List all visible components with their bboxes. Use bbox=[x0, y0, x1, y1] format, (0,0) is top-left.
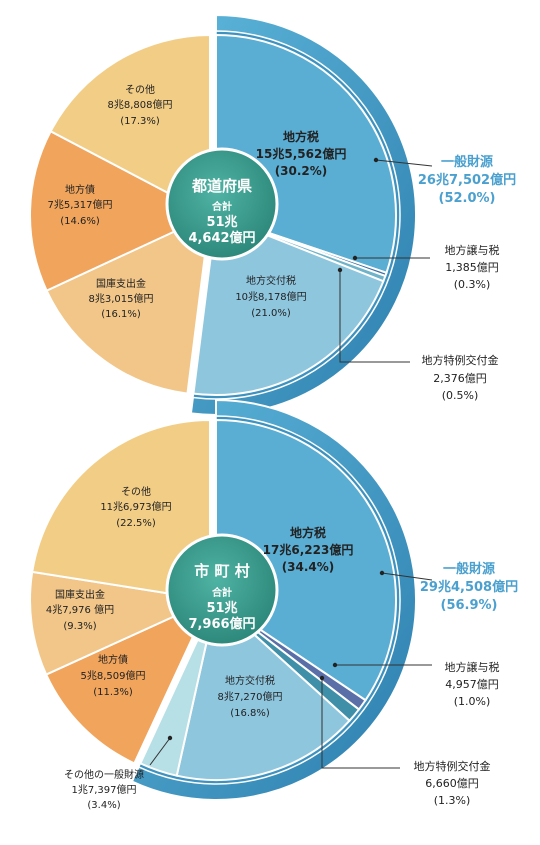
callout-pct: (3.4%) bbox=[87, 800, 120, 811]
leader-dot bbox=[379, 570, 385, 576]
slice-label-name: その他 bbox=[121, 485, 151, 498]
pie-slice bbox=[192, 213, 385, 396]
slice-label-amount: 8兆3,015億円 bbox=[89, 292, 154, 305]
slice-label-amount: 8兆7,270億円 bbox=[218, 690, 283, 703]
total-label: 合計 bbox=[211, 586, 232, 599]
center-title: 都道府県 bbox=[191, 177, 252, 195]
general-revenue-pct: (56.9%) bbox=[441, 598, 498, 613]
callout-name: 地方特例交付金 bbox=[422, 353, 499, 367]
callout-amount: 1兆7,397億円 bbox=[72, 783, 137, 796]
slice-label-name: 地方税 bbox=[290, 525, 326, 540]
leader-line bbox=[375, 159, 433, 167]
pie-slice bbox=[44, 597, 213, 765]
slice-label-amount: 17兆6,223億円 bbox=[263, 542, 354, 557]
prefecture-pie: 都道府県 合計 51兆 4,642億円 地方税 15兆5,562億円 (30.2… bbox=[29, 13, 516, 416]
callout-name: 地方譲与税 bbox=[445, 243, 500, 257]
general-revenue-amount: 29兆4,508億円 bbox=[420, 579, 518, 595]
leader-line bbox=[321, 678, 400, 769]
slice-label-amount: 11兆6,973億円 bbox=[100, 500, 171, 513]
pie-slice bbox=[45, 213, 212, 395]
general-revenue-label: 一般財源 bbox=[441, 154, 493, 170]
slice-label-pct: (16.8%) bbox=[230, 708, 270, 719]
total-line2: 7,966億円 bbox=[188, 616, 255, 632]
slice-label-pct: (9.3%) bbox=[63, 621, 96, 632]
leader-line bbox=[381, 572, 433, 581]
pie-slice bbox=[29, 129, 213, 292]
slice-label-name: 地方債 bbox=[98, 653, 128, 666]
callout-amount: 6,660億円 bbox=[425, 777, 479, 790]
slice-label-name: その他 bbox=[125, 83, 155, 96]
slice-label-name: 地方税 bbox=[283, 129, 319, 144]
leader-line bbox=[339, 270, 410, 363]
leader-dot bbox=[337, 267, 343, 273]
slice-label-amount: 15兆5,562億円 bbox=[256, 146, 347, 161]
pie-slice bbox=[139, 599, 217, 777]
general-revenue-amount: 26兆7,502億円 bbox=[418, 172, 516, 188]
callout-name: その他の一般財源 bbox=[64, 768, 144, 781]
pie-slice bbox=[49, 33, 211, 217]
callout-amount: 1,385億円 bbox=[445, 261, 499, 274]
slice-label-pct: (21.0%) bbox=[251, 308, 291, 319]
callout-pct: (1.0%) bbox=[454, 695, 491, 708]
slice-label-pct: (30.2%) bbox=[275, 164, 328, 178]
slice-label-pct: (34.4%) bbox=[282, 560, 335, 574]
leader-dot bbox=[319, 675, 325, 681]
general-revenue-pct: (52.0%) bbox=[439, 191, 496, 206]
leader-line bbox=[149, 737, 171, 766]
municipality-pie: 市 町 村 合計 51兆 7,966億円 地方税 17兆6,223億円 (34.… bbox=[29, 398, 518, 811]
pie-slice bbox=[215, 418, 397, 702]
slice-label-amount: 5兆8,509億円 bbox=[81, 669, 146, 682]
slice-label-name: 地方交付税 bbox=[246, 274, 296, 287]
slice-label-pct: (17.3%) bbox=[120, 116, 160, 127]
callout-amount: 4,957億円 bbox=[445, 678, 499, 691]
slice-label-amount: 8兆8,808億円 bbox=[108, 98, 173, 111]
slice-label-name: 地方交付税 bbox=[225, 674, 275, 687]
slice-label-pct: (16.1%) bbox=[101, 309, 141, 320]
pie-slice bbox=[29, 570, 214, 676]
slice-label-pct: (11.3%) bbox=[93, 687, 133, 698]
callout-pct: (1.3%) bbox=[434, 794, 471, 807]
total-line1: 51兆 bbox=[206, 214, 237, 230]
slice-label-amount: 4兆7,976 億円 bbox=[46, 603, 114, 616]
center-title: 市 町 村 bbox=[194, 562, 249, 580]
pie-slice bbox=[31, 418, 211, 602]
total-line2: 4,642億円 bbox=[188, 230, 255, 246]
slice-label-amount: 10兆8,178億円 bbox=[235, 290, 306, 303]
callout-name: 地方譲与税 bbox=[445, 660, 500, 674]
leader-dot bbox=[332, 662, 338, 668]
slice-label-name: 地方債 bbox=[65, 183, 95, 196]
callout-name: 地方特例交付金 bbox=[414, 759, 491, 773]
callout-amount: 2,376億円 bbox=[433, 372, 487, 385]
leader-dot bbox=[373, 157, 379, 163]
slice-label-name: 国庫支出金 bbox=[55, 588, 105, 601]
total-label: 合計 bbox=[211, 200, 232, 213]
slice-label-name: 国庫支出金 bbox=[96, 277, 146, 290]
general-revenue-label: 一般財源 bbox=[443, 561, 495, 577]
leader-dot bbox=[352, 255, 358, 261]
center-badge bbox=[165, 147, 279, 261]
callout-pct: (0.5%) bbox=[442, 389, 479, 402]
slice-label-amount: 7兆5,317億円 bbox=[48, 198, 113, 211]
slice-label-pct: (22.5%) bbox=[116, 518, 156, 529]
callout-pct: (0.3%) bbox=[454, 278, 491, 291]
leader-dot bbox=[167, 735, 173, 741]
slice-label-pct: (14.6%) bbox=[60, 216, 100, 227]
total-line1: 51兆 bbox=[206, 600, 237, 616]
center-badge bbox=[165, 533, 279, 647]
